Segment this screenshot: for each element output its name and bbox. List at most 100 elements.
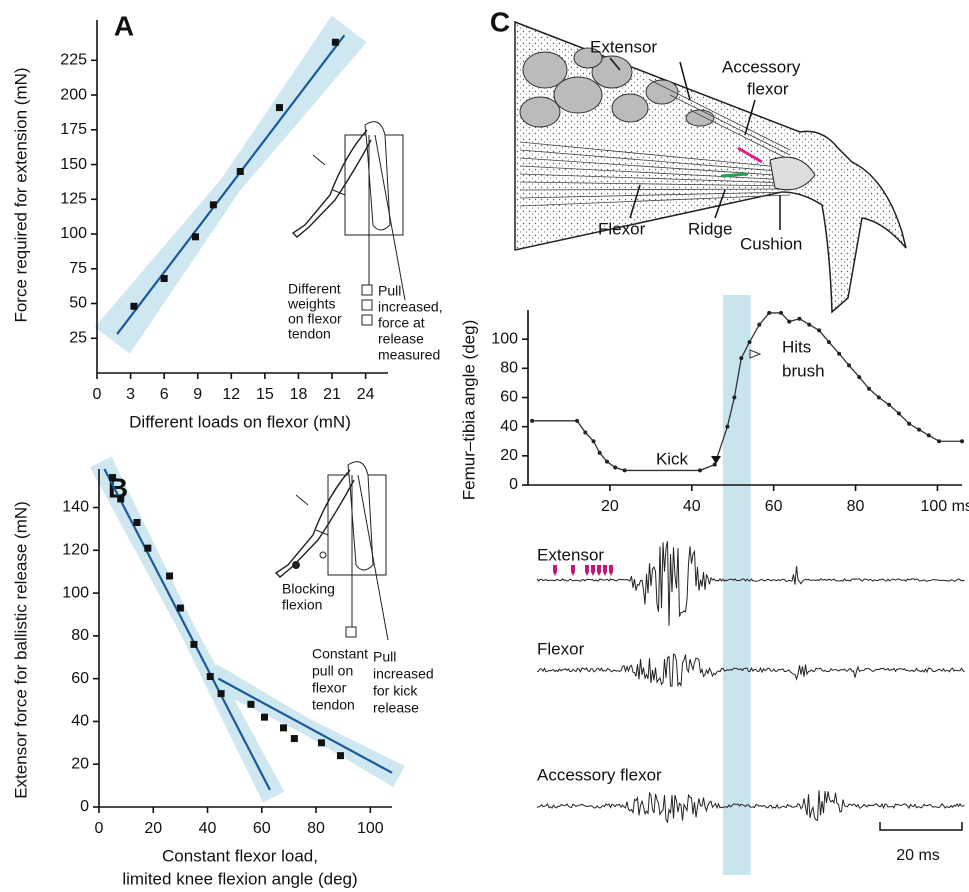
y-tick-label: 40 xyxy=(71,713,89,730)
data-point xyxy=(605,459,610,464)
data-point xyxy=(712,462,717,467)
y-tick-label: 120 xyxy=(62,542,89,559)
annotation: release xyxy=(378,331,424,347)
scale-bar-label: 20 ms xyxy=(896,847,940,864)
emg-trace xyxy=(536,790,965,824)
y-tick-label: 75 xyxy=(69,260,87,277)
y-tick-label: 25 xyxy=(69,329,87,346)
data-point xyxy=(732,395,737,400)
x-axis-label: Different loads on flexor (mN) xyxy=(129,412,351,431)
spike-marker xyxy=(591,565,595,576)
diagram-label: Flexor xyxy=(598,219,646,238)
x-tick-label: 20 xyxy=(601,498,619,515)
annotation: brush xyxy=(782,361,825,380)
highlight-band xyxy=(722,295,751,875)
fit-line xyxy=(217,677,393,774)
annotation: release xyxy=(373,700,419,716)
data-point xyxy=(160,274,168,282)
data-point xyxy=(247,700,255,708)
x-tick-label: 0 xyxy=(95,820,104,837)
data-point xyxy=(260,713,268,721)
x-tick-label: 100 xyxy=(357,820,384,837)
x-tick-label: 0 xyxy=(93,386,102,403)
x-tick-label: 24 xyxy=(357,386,375,403)
y-tick-label: 150 xyxy=(60,156,87,173)
data-point xyxy=(797,316,802,321)
diagram-label: Cushion xyxy=(740,234,802,253)
data-point xyxy=(191,233,199,241)
diagram-label: Ridge xyxy=(688,219,732,238)
y-axis-label: Femur–tibia angle (deg) xyxy=(459,320,478,500)
emg-trace xyxy=(536,541,965,626)
y-tick-label: 100 xyxy=(62,584,89,601)
data-point xyxy=(613,465,618,470)
x-tick-label: 21 xyxy=(323,386,341,403)
spike-marker xyxy=(553,565,557,576)
x-tick-label: 100 ms xyxy=(920,498,969,515)
data-point xyxy=(837,351,842,356)
fit-line xyxy=(103,468,271,791)
tibia-outline xyxy=(274,469,355,578)
emg-panel: Extensor Flexor Accessory flexor 20 ms xyxy=(536,541,965,864)
leg-inset xyxy=(274,461,389,641)
trace-label: Flexor xyxy=(537,639,585,658)
brush-arrow xyxy=(749,349,762,359)
panel-label: A xyxy=(114,10,134,41)
annotation: pull on xyxy=(312,663,353,679)
data-point xyxy=(109,474,117,482)
x-axis-label: Constant flexor load, xyxy=(162,846,318,865)
x-tick-label: 80 xyxy=(847,498,865,515)
y-tick-label: 0 xyxy=(509,476,518,493)
data-point xyxy=(846,363,851,368)
angle-line xyxy=(532,312,962,472)
arrow xyxy=(295,494,329,536)
x-tick-label: 60 xyxy=(765,498,783,515)
annotation: on flexor xyxy=(288,311,342,327)
x-tick-label: 20 xyxy=(144,820,162,837)
y-tick-label: 100 xyxy=(491,330,518,347)
data-point xyxy=(747,340,752,345)
data-point xyxy=(275,104,283,112)
data-point xyxy=(907,421,912,426)
y-tick-label: 225 xyxy=(60,52,87,69)
data-point xyxy=(290,735,298,743)
y-tick-label: 80 xyxy=(500,360,518,377)
data-point xyxy=(331,38,339,46)
data-point xyxy=(190,640,198,648)
diagram-label: Extensor xyxy=(590,37,657,56)
data-point xyxy=(739,356,744,361)
x-tick-label: 80 xyxy=(307,820,325,837)
annotation: weights xyxy=(287,296,335,312)
y-tick-label: 100 xyxy=(60,225,87,242)
data-point xyxy=(807,322,812,327)
annotation: Constant xyxy=(312,646,368,662)
scale-bar xyxy=(879,822,963,831)
data-point xyxy=(857,375,862,380)
data-point xyxy=(583,430,588,435)
data-point xyxy=(166,572,174,580)
x-tick-label: 15 xyxy=(256,386,274,403)
data-point xyxy=(209,201,217,209)
data-point xyxy=(317,739,325,747)
weight xyxy=(345,626,357,638)
data-point xyxy=(876,395,881,400)
annotation: increased, xyxy=(378,299,443,315)
tibia-outline xyxy=(291,129,372,238)
y-tick-label: 50 xyxy=(69,295,87,312)
annotation: tendon xyxy=(288,326,331,342)
y-tick-label: 20 xyxy=(71,755,89,772)
annotation: tendon xyxy=(312,697,355,713)
arrow xyxy=(312,154,346,196)
block xyxy=(292,561,300,569)
data-point xyxy=(937,439,942,444)
data-point xyxy=(117,495,125,503)
x-tick-label: 3 xyxy=(126,386,135,403)
kick-arrow xyxy=(711,456,721,464)
data-point xyxy=(867,386,872,391)
annotation: Kick xyxy=(656,449,689,468)
data-point xyxy=(336,752,344,760)
y-tick-label: 125 xyxy=(60,190,87,207)
x-tick-label: 12 xyxy=(222,386,240,403)
annotation: measured xyxy=(378,347,440,363)
data-point xyxy=(725,424,730,429)
